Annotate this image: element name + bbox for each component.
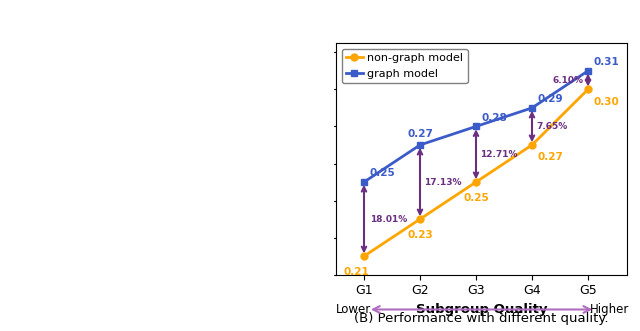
Text: Lower: Lower (336, 303, 372, 316)
Text: 0.25: 0.25 (370, 168, 396, 178)
Text: 0.29: 0.29 (538, 94, 563, 104)
Text: Higher: Higher (589, 303, 629, 316)
graph model (472, 124, 480, 128)
Text: (B) Performance with different quality.: (B) Performance with different quality. (355, 312, 609, 325)
Text: 12.71%: 12.71% (481, 150, 518, 159)
Text: 0.31: 0.31 (594, 57, 620, 67)
Text: 0.27: 0.27 (538, 152, 563, 163)
Y-axis label: MAP@5: MAP@5 (283, 133, 296, 185)
non-graph model (360, 254, 368, 258)
graph model (360, 180, 368, 184)
non-graph model (416, 217, 424, 221)
Text: 0.30: 0.30 (594, 97, 620, 107)
Text: 0.25: 0.25 (463, 193, 489, 203)
graph model (528, 106, 536, 110)
Text: 0.23: 0.23 (407, 230, 433, 240)
Line: graph model: graph model (360, 68, 591, 185)
graph model (584, 69, 592, 73)
Text: 0.21: 0.21 (344, 267, 369, 277)
non-graph model (584, 87, 592, 91)
Text: 17.13%: 17.13% (424, 177, 462, 187)
Text: 6.10%: 6.10% (552, 75, 584, 85)
Legend: non-graph model, graph model: non-graph model, graph model (342, 49, 468, 83)
Text: 18.01%: 18.01% (370, 214, 407, 224)
non-graph model (528, 143, 536, 147)
Text: 7.65%: 7.65% (536, 122, 568, 131)
Line: non-graph model: non-graph model (360, 86, 591, 260)
Text: 0.27: 0.27 (407, 129, 433, 139)
X-axis label: Subgroup Quality: Subgroup Quality (416, 303, 547, 316)
non-graph model (472, 180, 480, 184)
graph model (416, 143, 424, 147)
Text: 0.28: 0.28 (482, 113, 508, 123)
